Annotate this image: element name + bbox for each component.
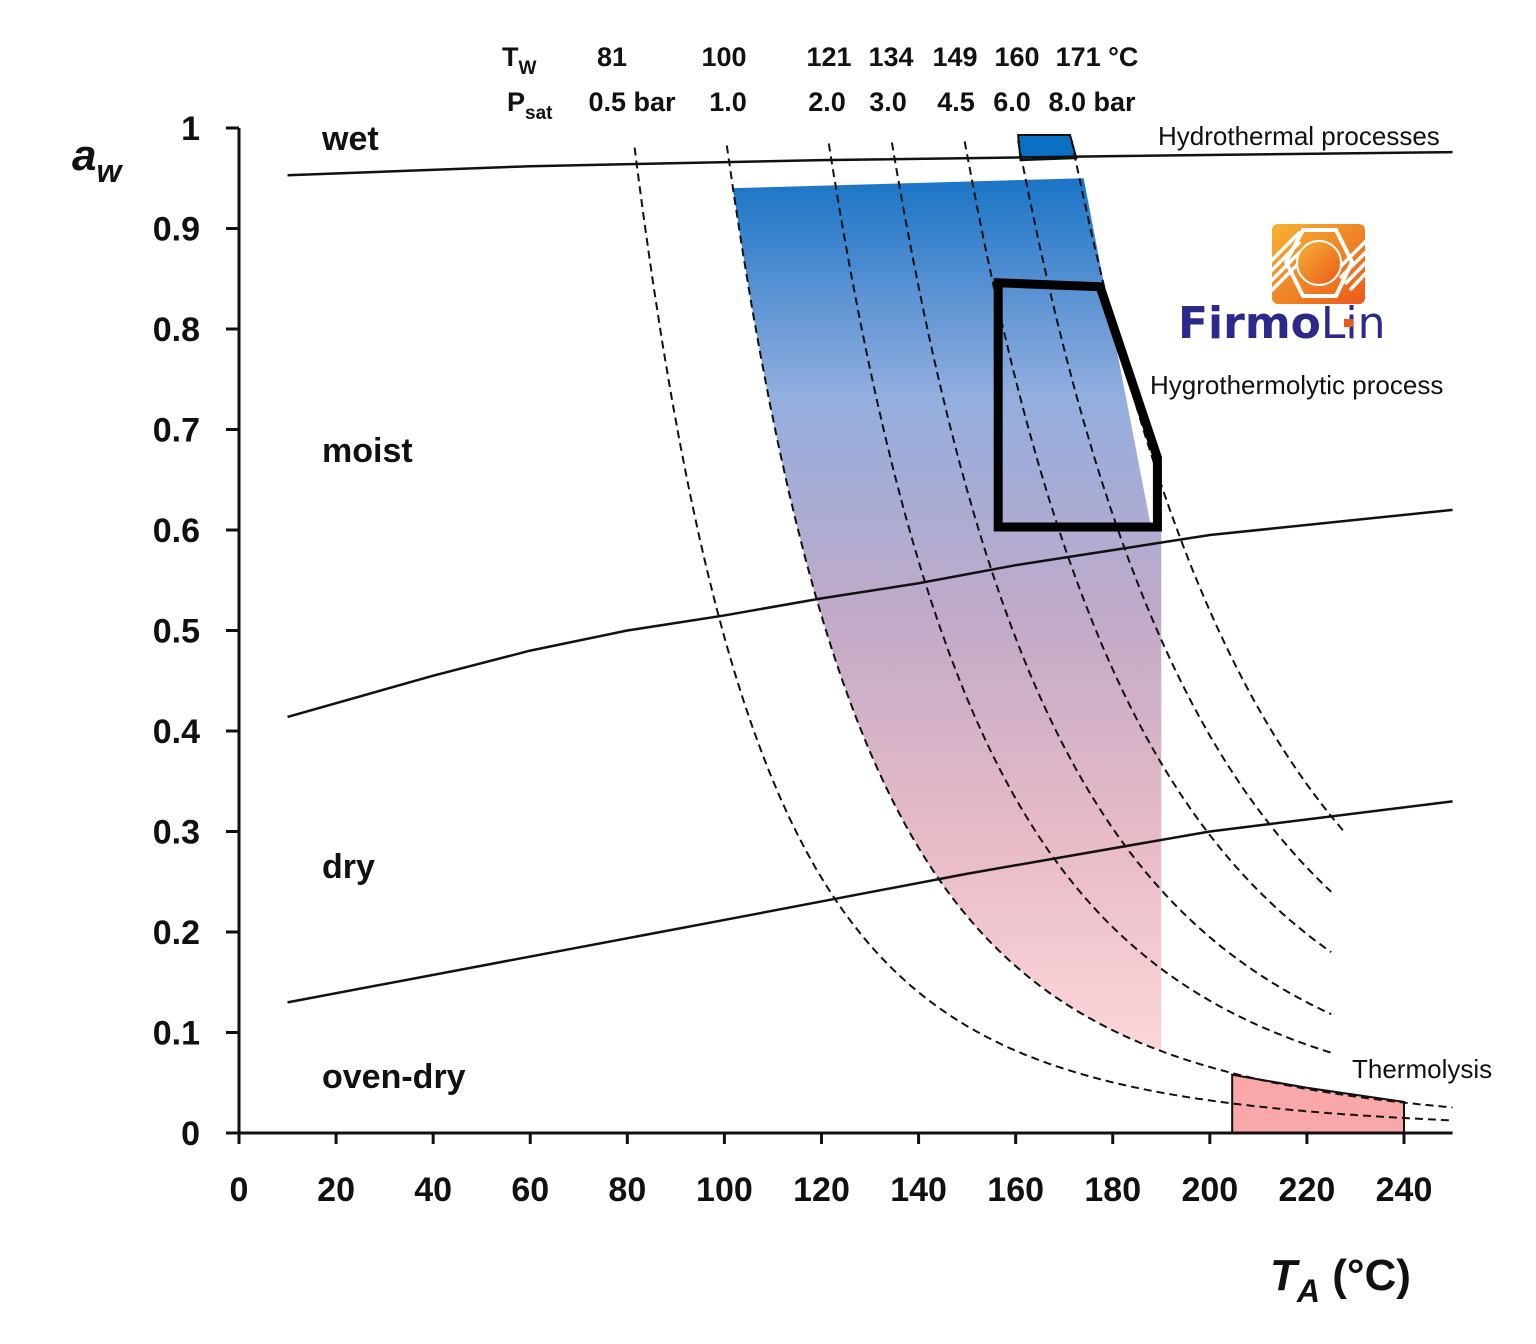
psat-value-label: 2.0 bbox=[808, 87, 846, 117]
y-tick-label: 0.4 bbox=[153, 713, 200, 751]
y-tick-label: 0.3 bbox=[153, 814, 200, 852]
x-tick-label: 220 bbox=[1279, 1171, 1336, 1209]
x-tick-label: 140 bbox=[890, 1171, 947, 1209]
x-tick-label: 200 bbox=[1181, 1171, 1238, 1209]
y-axis-label: aw bbox=[72, 131, 123, 189]
hygrothermolytic-label: Hygrothermolytic process bbox=[1150, 370, 1443, 400]
x-tick-label: 60 bbox=[511, 1171, 549, 1209]
x-tick-label: 0 bbox=[230, 1171, 249, 1209]
region-label-wet: wet bbox=[321, 120, 379, 158]
psat-value-label: 3.0 bbox=[869, 87, 907, 117]
firmolin-logo: FirmoLin bbox=[1178, 224, 1386, 349]
psat-value-label: 0.5 bar bbox=[588, 87, 676, 117]
hydrothermal-area bbox=[1016, 134, 1078, 162]
x-tick-label: 180 bbox=[1084, 1171, 1141, 1209]
isobar-curve-160 bbox=[1017, 140, 1332, 893]
x-tick-label: 80 bbox=[608, 1171, 646, 1209]
psat-value-label: 6.0 bbox=[993, 87, 1031, 117]
x-tick-label: 40 bbox=[414, 1171, 452, 1209]
y-tick-label: 0.7 bbox=[153, 412, 200, 450]
tw-value-label: 121 bbox=[806, 42, 851, 72]
firmolin-logo-icon bbox=[1272, 224, 1365, 304]
y-tick-label: 0.8 bbox=[153, 311, 200, 349]
moisture-boundary-line-2 bbox=[287, 800, 1453, 1004]
isobar-curve-121 bbox=[827, 143, 1332, 1054]
y-tick-label: 0.5 bbox=[153, 613, 200, 651]
x-tick-label: 120 bbox=[793, 1171, 850, 1209]
tw-value-label: 171 °C bbox=[1056, 42, 1139, 72]
y-tick-label: 0.6 bbox=[153, 512, 200, 550]
x-tick-label: 100 bbox=[696, 1171, 753, 1209]
hygrothermolytic-field-area bbox=[729, 178, 1162, 1052]
y-tick-label: 0.9 bbox=[153, 211, 200, 249]
x-axis-label: TA (°C) bbox=[1270, 1251, 1411, 1309]
moisture-boundary-line-1 bbox=[287, 508, 1453, 719]
isobar-curve-81 bbox=[633, 147, 1453, 1122]
x-tick-label: 240 bbox=[1376, 1171, 1433, 1209]
hygrothermolytic-outline bbox=[993, 278, 1162, 532]
psat-value-label: 8.0 bar bbox=[1048, 87, 1136, 117]
x-tick-label: 160 bbox=[987, 1171, 1044, 1209]
tw-value-label: 160 bbox=[994, 42, 1039, 72]
tw-value-label: 149 bbox=[932, 42, 977, 72]
psat-header-label: Psat bbox=[507, 87, 553, 124]
firmolin-logo-text: FirmoLin bbox=[1178, 298, 1386, 349]
region-label-oven-dry: oven-dry bbox=[322, 1058, 466, 1096]
y-tick-label: 1 bbox=[181, 110, 200, 148]
psat-value-label: 1.0 bbox=[709, 87, 747, 117]
hydrothermal-label: Hydrothermal processes bbox=[1158, 121, 1440, 151]
region-label-dry: dry bbox=[322, 848, 375, 886]
x-tick-label: 20 bbox=[317, 1171, 355, 1209]
tw-value-label: 134 bbox=[868, 42, 913, 72]
isobar-curve-149 bbox=[963, 141, 1332, 954]
tw-header-label: TW bbox=[502, 42, 537, 79]
y-tick-label: 0.1 bbox=[153, 1015, 200, 1053]
moisture-boundary-line-0 bbox=[287, 150, 1453, 177]
y-tick-label: 0.2 bbox=[153, 914, 200, 952]
region-label-moist: moist bbox=[322, 432, 413, 470]
thermolysis-label: Thermolysis bbox=[1352, 1054, 1492, 1084]
tw-value-label: 81 bbox=[597, 42, 627, 72]
tw-value-label: 100 bbox=[701, 42, 746, 72]
psat-value-label: 4.5 bbox=[937, 87, 975, 117]
isobar-curve-100 bbox=[725, 145, 1453, 1109]
y-tick-label: 0 bbox=[181, 1115, 200, 1153]
